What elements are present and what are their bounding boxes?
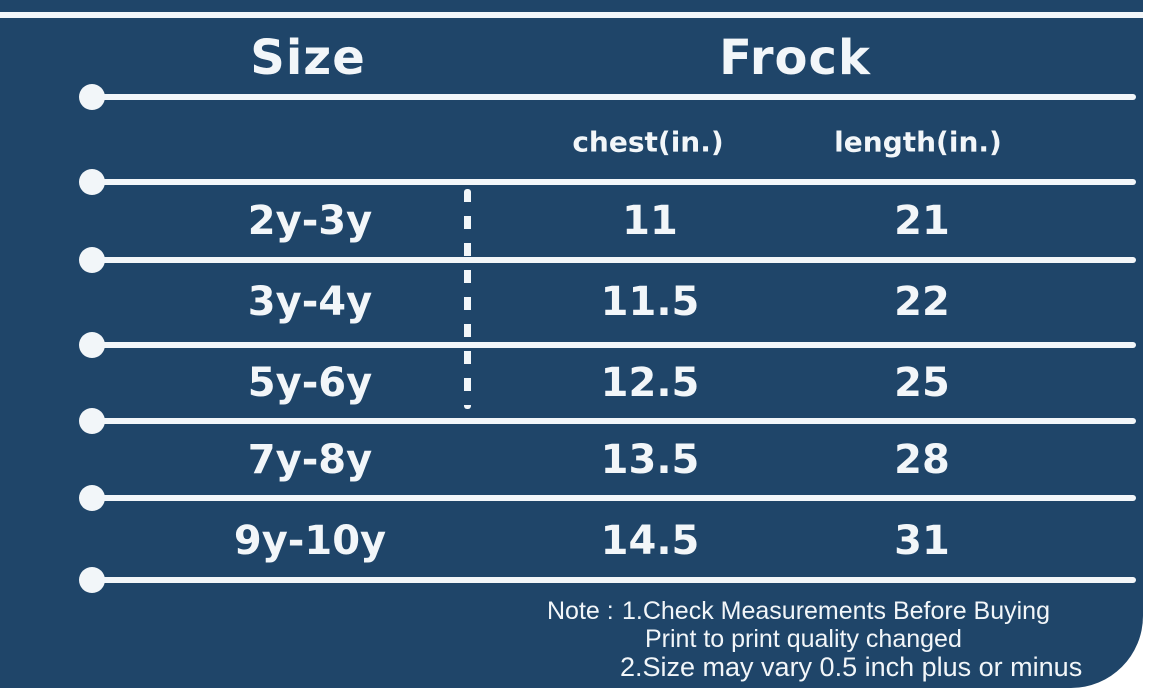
- chest-cell: 11: [622, 198, 678, 244]
- row-separator-dot: [79, 408, 105, 434]
- note-item-1-continued: Print to print quality changed: [645, 625, 962, 653]
- size-cell: 3y-4y: [247, 279, 373, 325]
- chest-cell: 13.5: [600, 437, 700, 483]
- length-cell: 28: [894, 437, 950, 483]
- size-cell: 2y-3y: [247, 198, 373, 244]
- size-cell: 5y-6y: [247, 360, 373, 406]
- size-cell: 9y-10y: [233, 518, 387, 564]
- chest-column-header: chest(in.): [572, 125, 724, 159]
- row-separator-dot: [79, 84, 105, 110]
- top-border-line: [0, 12, 1143, 18]
- length-cell: 25: [894, 360, 950, 406]
- row-separator-line: [92, 577, 1136, 583]
- row-separator-line: [92, 418, 1136, 424]
- row-separator-line: [92, 257, 1136, 263]
- row-separator-dot: [79, 485, 105, 511]
- chest-cell: 14.5: [600, 518, 700, 564]
- chest-cell: 12.5: [600, 360, 700, 406]
- chest-cell: 11.5: [600, 279, 700, 325]
- length-cell: 31: [894, 518, 950, 564]
- size-column-header: Size: [250, 30, 366, 86]
- row-separator-line: [92, 342, 1136, 348]
- note-item-2: 2.Size may vary 0.5 inch plus or minus: [620, 652, 1083, 682]
- row-separator-line: [92, 495, 1136, 501]
- dashed-column-divider: [464, 189, 471, 409]
- row-separator-line: [92, 179, 1136, 185]
- row-separator-dot: [79, 332, 105, 358]
- note-item-1: 1.Check Measurements Before Buying: [622, 597, 1050, 625]
- length-column-header: length(in.): [834, 125, 1002, 159]
- length-cell: 22: [894, 279, 950, 325]
- row-separator-dot: [79, 247, 105, 273]
- row-separator-dot: [79, 169, 105, 195]
- size-cell: 7y-8y: [247, 437, 373, 483]
- row-separator-dot: [79, 567, 105, 593]
- product-column-header: Frock: [719, 30, 871, 86]
- length-cell: 21: [894, 198, 950, 244]
- note-label: Note :: [547, 597, 614, 625]
- row-separator-line: [92, 94, 1136, 100]
